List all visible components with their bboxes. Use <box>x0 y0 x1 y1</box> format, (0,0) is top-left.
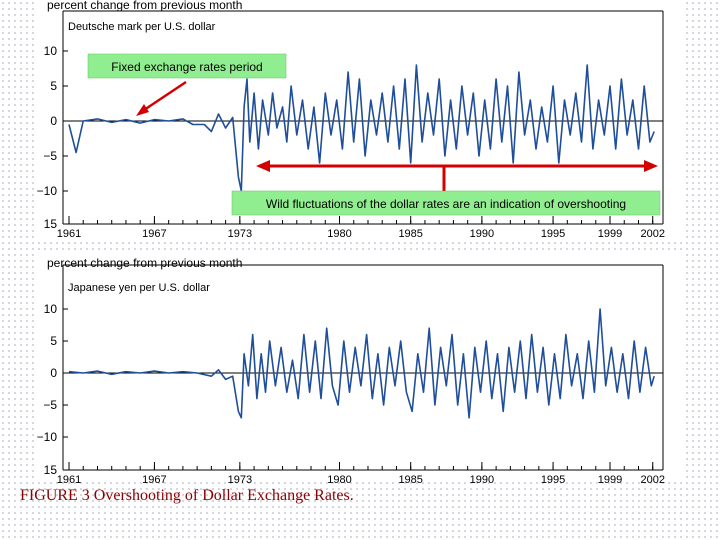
series-line <box>68 308 655 419</box>
x-tick-label: 1973 <box>228 228 252 240</box>
y-tick-label: −10 <box>37 430 58 444</box>
y-tick-label: 15 <box>44 217 58 231</box>
chart-panel-japanese-yen: percent change from previous month Japane… <box>36 254 684 486</box>
annotation-arrowhead-fixed <box>136 104 149 116</box>
chart-title: Japanese yen per U.S. dollar <box>68 282 210 294</box>
y-tick-label: −5 <box>43 149 57 163</box>
annotation-wild-fluctuations: Wild fluctuations of the dollar rates ar… <box>266 197 626 211</box>
series-line <box>68 64 655 192</box>
x-tick-label: 1999 <box>598 228 622 240</box>
figure-caption: FIGURE 3 Overshooting of Dollar Exchange… <box>20 487 354 504</box>
x-tick-label: 1961 <box>57 474 81 486</box>
y-tick-label: 0 <box>50 366 57 380</box>
x-tick-label: 1995 <box>541 228 565 240</box>
x-tick-label: 1961 <box>57 228 81 240</box>
x-tick-label: 1967 <box>142 474 166 486</box>
chart-title: Deutsche mark per U.S. dollar <box>68 21 216 33</box>
chart-panel-deutsche-mark: percent change from previous month Deutsc… <box>36 0 684 242</box>
x-tick-label: 1990 <box>470 228 494 240</box>
y-tick-label: 10 <box>44 44 58 58</box>
annotation-arrow-fixed <box>143 80 187 112</box>
x-tick-label: 1995 <box>541 474 565 486</box>
annotation-box-wild <box>231 190 661 216</box>
y-tick-label: 5 <box>50 79 57 93</box>
x-tick-label: 1973 <box>228 474 252 486</box>
y-axis-label: percent change from previous month <box>47 0 242 12</box>
chart-japanese-yen: percent change from previous month Japane… <box>37 256 665 486</box>
y-tick-label: −5 <box>43 398 57 412</box>
x-tick-label: 1999 <box>598 474 622 486</box>
x-tick-label: 1980 <box>327 228 351 240</box>
annotation-arrowhead-left <box>256 160 270 172</box>
y-tick-label: −10 <box>37 184 58 198</box>
x-tick-label: 1985 <box>398 474 422 486</box>
annotation-fixed-rates: Fixed exchange rates period <box>111 60 262 74</box>
chart-deutsche-mark: percent change from previous month Deutsc… <box>37 0 665 240</box>
y-tick-label: 10 <box>44 302 58 316</box>
x-tick-label: 1967 <box>142 228 166 240</box>
x-tick-label: 1990 <box>470 474 494 486</box>
x-tick-label: 1980 <box>327 474 351 486</box>
x-tick-label: 1985 <box>398 228 422 240</box>
y-tick-label: 0 <box>50 114 57 128</box>
y-tick-label: 5 <box>50 334 57 348</box>
y-axis-label: percent change from previous month <box>47 256 242 270</box>
annotation-box-fixed <box>87 53 287 79</box>
x-tick-label: 2002 <box>640 228 664 240</box>
x-tick-label: 2002 <box>640 474 664 486</box>
annotation-arrowhead-right <box>644 160 658 172</box>
y-tick-label: 15 <box>44 463 58 477</box>
